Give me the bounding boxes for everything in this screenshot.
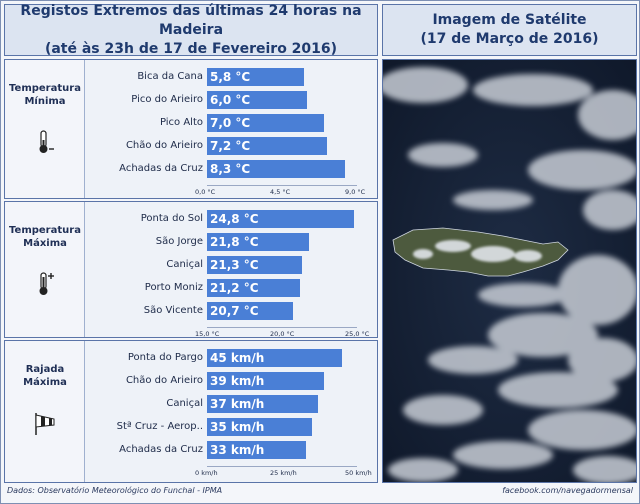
bar-value-label: 8,3 °C (210, 162, 251, 176)
satellite-title-box: Imagem de Satélite (17 de Março de 2016) (382, 4, 637, 56)
x-tick-label: 20,0 °C (270, 330, 295, 338)
x-tick-label: 0,0 °C (195, 188, 216, 196)
station-label: Chão do Arieiro (125, 140, 203, 151)
bar (207, 279, 300, 297)
bar (207, 349, 342, 367)
station-label: Porto Moniz (144, 282, 203, 293)
x-tick-label: 15,0 °C (195, 330, 220, 338)
category-label-line2: Mínima (24, 96, 66, 107)
bar (207, 418, 312, 436)
x-tick-label: 25,0 °C (345, 330, 370, 338)
clouds (383, 67, 636, 482)
x-axis-line (207, 466, 357, 467)
bar-value-label: 20,7 °C (210, 304, 259, 318)
bar (207, 114, 324, 132)
bar-value-label: 21,8 °C (210, 235, 259, 249)
x-tick-label: 9,0 °C (345, 188, 366, 196)
category-label-line1: Temperatura (9, 83, 81, 94)
bar-value-label: 39 km/h (210, 374, 265, 388)
station-label: Chão do Arieiro (125, 375, 203, 386)
station-label: Caniçal (166, 398, 203, 409)
thermometer-minus-icon (39, 130, 54, 153)
x-axis-line (207, 185, 357, 186)
bar (207, 91, 307, 109)
station-label: Achadas da Cruz (119, 163, 203, 174)
main-title-box: Registos Extremos das últimas 24 horas n… (4, 2, 378, 57)
panel-temperatura-maxima: Temperatura Máxima Ponta do Sol 24,8 °C Sã… (4, 201, 378, 338)
bar-value-label: 35 km/h (210, 420, 265, 434)
category-cell: Temperatura Mínima (5, 60, 85, 198)
x-tick-label: 4,5 °C (270, 188, 291, 196)
station-label: Stª Cruz - Aerop.. (116, 421, 203, 432)
bar (207, 256, 302, 274)
bar-value-label: 7,0 °C (210, 116, 251, 130)
bar-value-label: 45 km/h (210, 351, 265, 365)
bar-value-label: 7,2 °C (210, 139, 251, 153)
category-cell: Temperatura Máxima (5, 202, 85, 337)
bar-value-label: 21,2 °C (210, 281, 259, 295)
satellite-date: (17 de Março de 2016) (420, 31, 599, 47)
category-label-line2: Máxima (23, 377, 67, 388)
satellite-image-svg (383, 60, 636, 482)
bar-value-label: 6,0 °C (210, 93, 251, 107)
bar (207, 160, 346, 178)
station-label: Achadas da Cruz (119, 444, 203, 455)
x-tick-label: 0 km/h (195, 469, 218, 477)
main-title: Registos Extremos das últimas 24 horas n… (20, 2, 362, 38)
category-label-line1: Rajada (25, 364, 65, 375)
bar-value-label: 33 km/h (210, 443, 265, 457)
station-label: São Vicente (143, 305, 203, 316)
station-label: São Jorge (155, 236, 203, 247)
bar (207, 68, 304, 86)
bar-value-label: 24,8 °C (210, 212, 259, 226)
facebook-credit[interactable]: facebook.com/navegadormensal (502, 486, 633, 495)
bar (207, 395, 318, 413)
bar (207, 210, 354, 228)
panel-temperatura-minima: Temperatura Mínima Bica da Cana 5,8 °C Pic… (4, 59, 378, 199)
bar (207, 233, 309, 251)
bar (207, 137, 327, 155)
panel-rajada-maxima: Rajada Máxima Ponta do Pargo 45 km/h Chão … (4, 340, 378, 483)
category-cell: Rajada Máxima (5, 341, 85, 482)
bar (207, 302, 293, 320)
station-label: Ponta do Pargo (127, 352, 203, 363)
bar-value-label: 37 km/h (210, 397, 265, 411)
satellite-image (382, 59, 637, 483)
station-label: Pico do Arieiro (131, 94, 203, 105)
station-label: Ponta do Sol (140, 213, 203, 224)
category-label-line2: Máxima (23, 238, 67, 249)
bar-value-label: 5,8 °C (210, 70, 251, 84)
bar (207, 372, 324, 390)
thermometer-plus-icon (39, 272, 54, 295)
bar (207, 441, 306, 459)
satellite-title: Imagem de Satélite (432, 12, 587, 28)
x-tick-label: 50 km/h (345, 469, 372, 477)
station-label: Bica da Cana (137, 71, 203, 82)
category-label-line1: Temperatura (9, 225, 81, 236)
main-subtitle: (até às 23h de 17 de Fevereiro 2016) (44, 40, 338, 57)
bar-value-label: 21,3 °C (210, 258, 259, 272)
windsock-icon (35, 413, 55, 435)
x-tick-label: 25 km/h (270, 469, 297, 477)
station-label: Caniçal (166, 259, 203, 270)
data-source: Dados: Observatório Meteorológico do Fun… (7, 486, 223, 495)
island-clouds (413, 240, 542, 262)
x-axis-line (207, 327, 357, 328)
station-label: Pico Alto (159, 117, 203, 128)
